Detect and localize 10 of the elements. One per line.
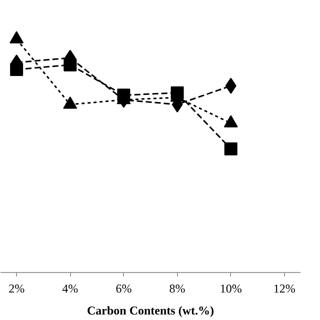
x-tick-label: 4% <box>62 282 78 296</box>
point <box>10 63 24 76</box>
x-axis-title: Carbon Contents (wt.%) <box>87 304 214 318</box>
x-tick-label: 6% <box>116 282 132 296</box>
x-tick-label: 2% <box>8 282 25 296</box>
x-tick-label: 12% <box>273 282 296 296</box>
x-tick-label: 10% <box>220 282 242 296</box>
point <box>64 58 77 72</box>
x-tick-label: 8% <box>169 282 186 296</box>
point <box>224 142 238 156</box>
